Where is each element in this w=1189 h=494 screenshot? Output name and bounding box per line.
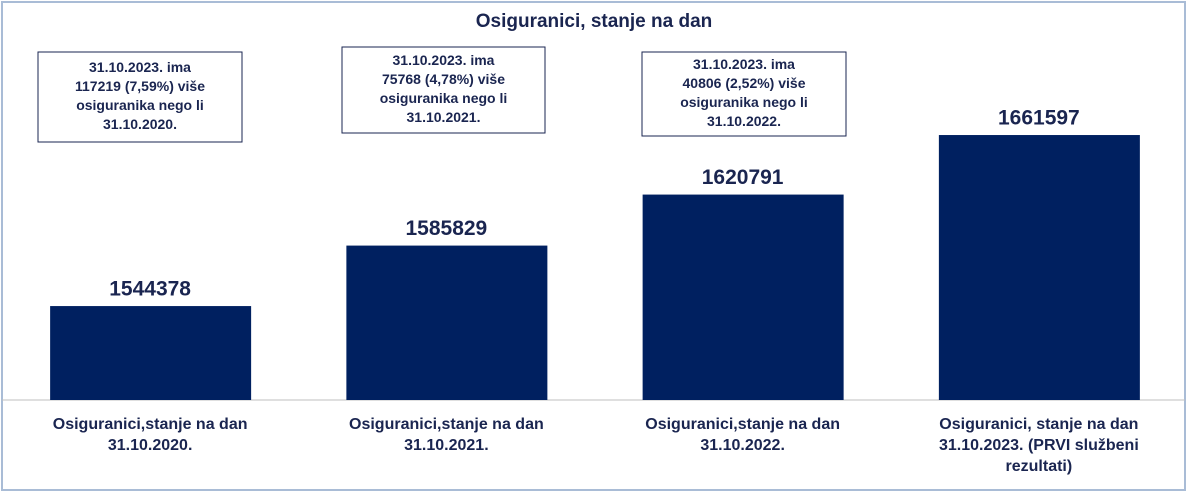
annotation-text: 40806 (2,52%) više	[683, 75, 806, 91]
annotation-text: 31.10.2021.	[407, 109, 481, 125]
annotation-text: 31.10.2022.	[707, 113, 781, 129]
bar	[938, 135, 1140, 401]
annotation-box	[641, 51, 847, 137]
data-label: 1661597	[998, 107, 1080, 130]
bar	[346, 245, 548, 400]
bar	[50, 306, 252, 400]
chart-title: Osiguranici, stanje na dan	[476, 11, 713, 32]
annotation-box	[341, 46, 546, 134]
annotation-text: osiguranika nego li	[76, 97, 204, 113]
annotation-text: 31.10.2020.	[103, 116, 177, 132]
annotation-text: 75768 (4,78%) više	[382, 71, 505, 87]
annotation-text: 117219 (7,59%) više	[75, 78, 205, 94]
x-tick-label: Osiguranici,stanje na dan 31.10.2020.	[52, 416, 248, 454]
annotation-box	[37, 51, 243, 143]
x-tick-label: Osiguranici, stanje na dan 31.10.2023. (…	[938, 416, 1139, 475]
annotation-text: 31.10.2023. ima	[393, 52, 495, 68]
x-tick-label: Osiguranici,stanje na dan 31.10.2022.	[645, 416, 840, 454]
x-tick-label: Osiguranici,stanje na dan 31.10.2021.	[349, 416, 544, 454]
data-label: 1585829	[405, 217, 487, 240]
bar	[642, 194, 844, 400]
data-label: 1544378	[109, 278, 191, 301]
annotation-text: 31.10.2023. ima	[89, 59, 191, 75]
annotation-text: 31.10.2023. ima	[693, 56, 795, 72]
annotation-text: osiguranika nego li	[380, 90, 508, 106]
annotation-text: osiguranika nego li	[680, 94, 808, 110]
data-label: 1620791	[702, 166, 784, 189]
